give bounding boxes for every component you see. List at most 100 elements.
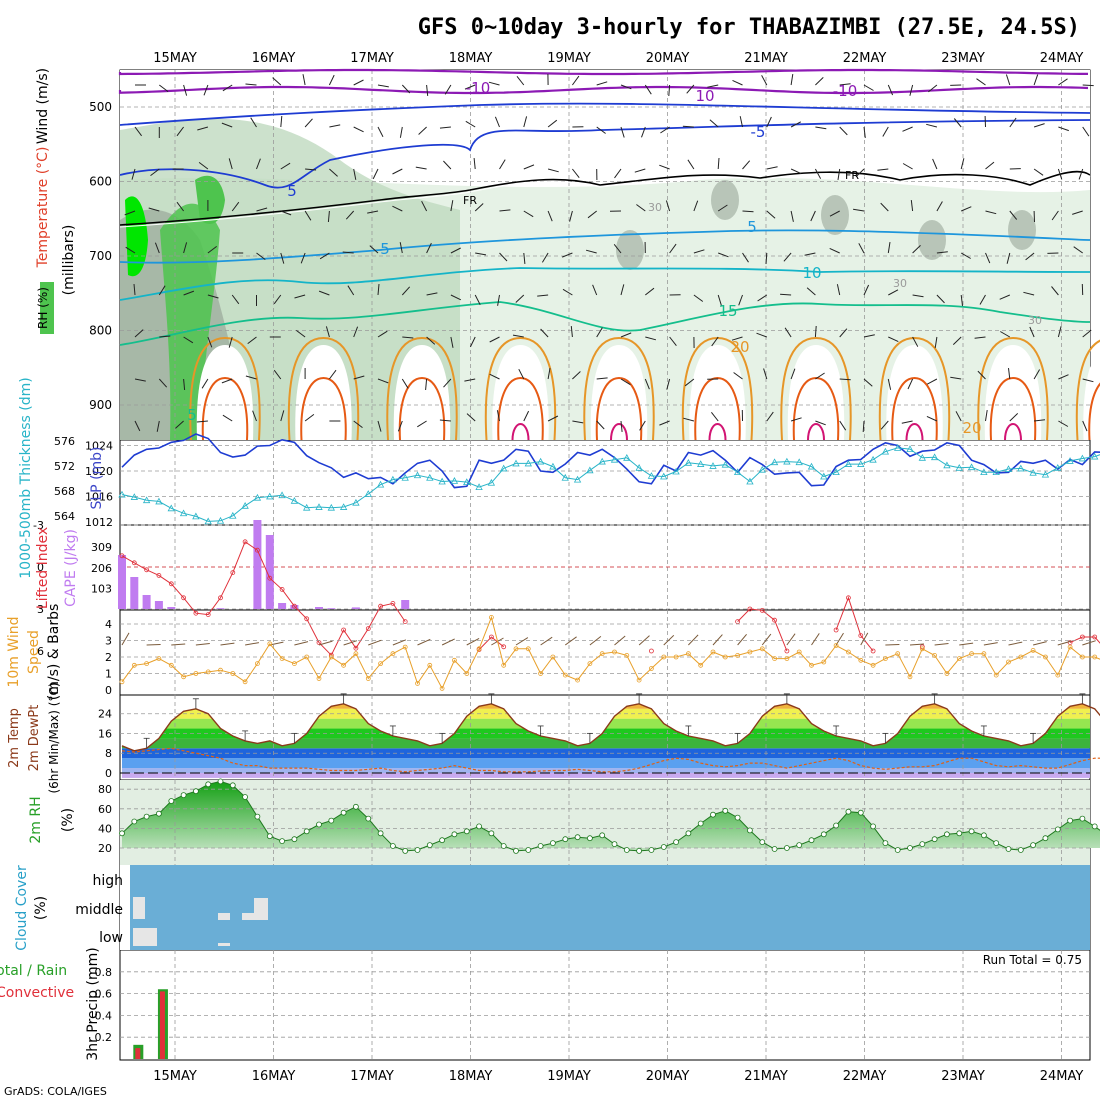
surface-wind-barb [835, 632, 844, 646]
wind-barb [926, 378, 938, 385]
thickness-marker [512, 459, 520, 467]
wind-speed-marker [809, 662, 814, 668]
wind-barb [977, 370, 986, 380]
surface-wind-barb [885, 644, 900, 646]
wind-barb [634, 168, 646, 173]
slp-tick: 1020 [85, 465, 113, 478]
rh-marker [1017, 847, 1024, 853]
rh-tick: 20 [98, 842, 112, 855]
wind-barb [738, 294, 743, 306]
rh-marker [845, 808, 852, 815]
wind-speed-marker [168, 662, 174, 668]
wind-barb [272, 77, 282, 86]
li-marker [784, 648, 790, 654]
thickness-marker [697, 460, 705, 467]
wind-speed-marker [698, 662, 704, 668]
cape-bar [327, 608, 336, 609]
thickness-marker [192, 512, 200, 520]
li-marker [353, 645, 359, 651]
wind-barb [731, 336, 743, 341]
wind-speed-marker [969, 651, 974, 657]
wind-barb [250, 117, 257, 128]
wind-barb [1082, 126, 1090, 137]
wind-speed-marker [1092, 654, 1098, 660]
li-marker [870, 648, 876, 654]
wind-barb [1025, 252, 1035, 261]
wind-barb [1082, 329, 1092, 338]
wind-barb [999, 294, 1010, 300]
date-tick-bottom: 16MAY [252, 1069, 296, 1084]
wind-barb [639, 420, 646, 431]
wind-barb [228, 158, 233, 170]
surface-wind-barb [392, 639, 407, 646]
wind-barb [585, 249, 597, 254]
wind-barb [256, 207, 268, 212]
wind-speed-marker [1055, 672, 1061, 678]
thickness-marker [930, 453, 939, 461]
wind-speed-marker [870, 662, 876, 668]
thickness-marker [401, 473, 409, 481]
rh-blob [918, 220, 946, 260]
contour-25 [497, 376, 544, 441]
wind-barb [176, 126, 185, 137]
wind-barb [198, 161, 209, 170]
thickness-marker [733, 468, 742, 476]
wind-speed-marker [858, 657, 864, 663]
wind-barb [159, 335, 171, 338]
wind-speed-marker [636, 677, 642, 683]
wind-barb [732, 79, 743, 86]
wind-speed-marker [883, 656, 888, 661]
temp-tick: 0 [105, 767, 112, 780]
contour-25 [201, 376, 249, 441]
wind-barb [620, 84, 632, 90]
wind-speed-marker [562, 672, 568, 678]
temp-bands [122, 703, 1090, 778]
surface-wind-barb [318, 640, 333, 646]
li-marker [759, 608, 765, 613]
thickness-marker [610, 455, 619, 463]
wind-barb [280, 252, 285, 264]
wind-barb [489, 373, 500, 380]
li-marker [205, 612, 211, 617]
contour-25 [694, 376, 741, 441]
wind-barb [863, 84, 874, 91]
thickness-marker [992, 468, 1000, 476]
wind-barb [620, 420, 623, 432]
date-tick-bottom: 22MAY [843, 1069, 887, 1084]
wind-barb [887, 84, 894, 96]
wind-barb [496, 410, 500, 422]
thickness-marker [463, 478, 471, 486]
surface-wind-barb [909, 643, 925, 646]
contour-20 [386, 336, 458, 441]
dry-plume [590, 345, 648, 440]
rh-marker [1042, 835, 1049, 842]
wind-speed-marker [575, 677, 580, 683]
thickness-marker [746, 477, 754, 485]
thickness-marker [881, 447, 890, 455]
li-marker [846, 595, 851, 601]
thickness-marker [832, 468, 840, 476]
wind-barb [711, 411, 719, 422]
wind-barb [426, 336, 436, 345]
rh-marker [229, 782, 236, 789]
wind-barb [402, 336, 414, 339]
li-marker [144, 567, 150, 573]
wind-barb [450, 200, 454, 212]
wind-speed-marker [427, 662, 433, 668]
thickness-marker [770, 458, 779, 466]
wind-barb [541, 252, 549, 263]
wind-barb [159, 84, 169, 92]
wind-barb [644, 378, 650, 390]
cloud-block [218, 913, 230, 920]
wind-barb [665, 200, 671, 212]
wind-barb [733, 372, 743, 380]
date-tick-top: 21MAY [744, 51, 788, 66]
wind-barb [1009, 413, 1019, 422]
cape-bar [253, 520, 262, 609]
precip-tick: 0.6 [95, 988, 113, 1001]
wind-barb [569, 210, 573, 222]
wind-barb [1034, 419, 1046, 422]
ylabel-cloud-units: (%) [33, 896, 49, 920]
wind-barb [761, 75, 768, 86]
